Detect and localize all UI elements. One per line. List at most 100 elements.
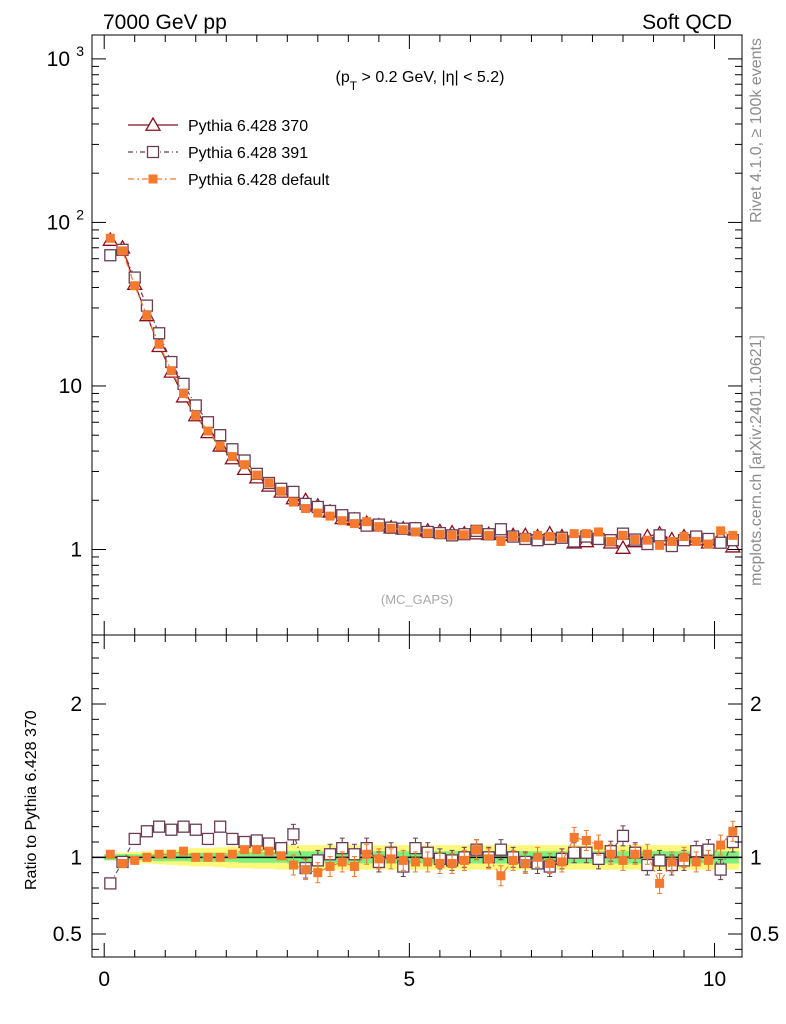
- legend-label-1: Pythia 6.428 391: [188, 145, 308, 162]
- data-point: [214, 429, 227, 442]
- ratio-ytick-label-right: 2: [750, 693, 762, 716]
- main-plot-panel: 1 10 10 2 10 3 (pT > 0.2 GeV, |η| < 5.2) (MC_…: [47, 34, 743, 636]
- data-point: [472, 845, 482, 855]
- data-point: [459, 855, 469, 865]
- data-point: [484, 530, 494, 540]
- data-point: [276, 851, 286, 861]
- data-point: [447, 858, 457, 868]
- main-ytick-label-exponent: 3: [76, 43, 84, 59]
- title-p: (p: [336, 69, 350, 86]
- data-point: [252, 845, 262, 855]
- data-point: [264, 478, 274, 488]
- data-point: [714, 536, 727, 549]
- data-point: [545, 532, 555, 542]
- data-point: [165, 823, 178, 836]
- header-right: Soft QCD: [642, 11, 732, 34]
- data-point: [691, 857, 701, 867]
- ratio-ytick-label: 0.5: [53, 923, 82, 946]
- data-point: [214, 820, 227, 833]
- data-point: [569, 832, 579, 842]
- data-point: [679, 532, 689, 542]
- data-point: [508, 532, 518, 542]
- watermark-label: (MC_GAPS): [381, 592, 453, 607]
- series-line: [109, 239, 734, 549]
- data-point: [703, 855, 713, 865]
- data-point: [191, 410, 201, 420]
- legend-marker-2: [148, 174, 158, 184]
- data-point: [140, 825, 154, 838]
- main-ytick-label: 10: [59, 375, 82, 398]
- data-point: [240, 460, 250, 470]
- data-point: [594, 840, 604, 850]
- data-point: [642, 535, 652, 545]
- legend-marker-1: [146, 145, 160, 159]
- data-point: [716, 526, 726, 536]
- data-point: [130, 281, 140, 291]
- data-point: [472, 525, 482, 535]
- data-point: [313, 508, 323, 518]
- data-point: [325, 862, 335, 872]
- data-point: [533, 530, 543, 540]
- data-point: [520, 533, 530, 543]
- data-point: [703, 539, 713, 549]
- series-line: [109, 237, 734, 547]
- data-point: [179, 846, 189, 856]
- main-series-1: [104, 243, 739, 553]
- data-point: [179, 388, 189, 398]
- data-point: [301, 865, 311, 875]
- data-point: [226, 832, 239, 846]
- data-point: [447, 530, 457, 540]
- main-ytick-label: 10: [47, 211, 70, 234]
- ratio-ylabel: Ratio to Pythia 6.428 370: [23, 710, 40, 890]
- data-point: [276, 486, 286, 496]
- ratio-xtick-label: 5: [404, 968, 416, 991]
- legend-marker-0: [144, 116, 162, 131]
- title-rest: > 0.2 GeV, |η| < 5.2): [357, 69, 504, 86]
- data-point: [728, 530, 738, 540]
- main-ytick-label: 1: [70, 538, 82, 561]
- data-point: [152, 327, 166, 340]
- data-point: [349, 862, 359, 872]
- data-point: [201, 832, 215, 846]
- data-point: [252, 470, 262, 480]
- data-point: [569, 529, 579, 539]
- data-point: [655, 540, 665, 550]
- data-point: [691, 536, 701, 546]
- ratio-plot-panel: 0.5 0.5 1 1 2 2 0 5 10 Ratio to Pythia 6.428 370: [23, 634, 779, 991]
- data-point: [337, 857, 347, 867]
- main-ytick-label-exponent: 2: [76, 206, 84, 222]
- ratio-ytick-label: 1: [70, 846, 82, 869]
- data-point: [435, 529, 445, 539]
- legend: Pythia 6.428 370 Pythia 6.428 391 Pythia 6…: [128, 116, 330, 189]
- data-point: [594, 527, 604, 537]
- data-point: [386, 523, 396, 533]
- data-point: [459, 530, 469, 540]
- data-point: [215, 852, 225, 862]
- data-point: [142, 310, 152, 320]
- legend-label-2: Pythia 6.428 default: [188, 172, 330, 189]
- data-point: [301, 504, 311, 514]
- data-point: [568, 846, 581, 859]
- data-point: [728, 826, 738, 836]
- data-point: [203, 426, 213, 436]
- data-point: [349, 519, 359, 529]
- data-point: [557, 533, 567, 543]
- data-point: [423, 528, 433, 538]
- data-point: [227, 849, 237, 859]
- data-point: [130, 855, 140, 865]
- data-point: [118, 858, 128, 868]
- data-point: [227, 452, 237, 462]
- data-point: [374, 522, 384, 532]
- data-point: [630, 849, 640, 859]
- data-point: [104, 877, 117, 890]
- data-point: [520, 858, 530, 868]
- main-plot-title: (pT > 0.2 GeV, |η| < 5.2): [336, 69, 505, 93]
- data-point: [128, 832, 141, 846]
- data-point: [154, 849, 164, 859]
- data-point: [653, 529, 666, 542]
- main-series-0: [102, 231, 741, 554]
- data-point: [165, 355, 178, 369]
- data-point: [191, 852, 201, 862]
- data-point: [362, 849, 372, 859]
